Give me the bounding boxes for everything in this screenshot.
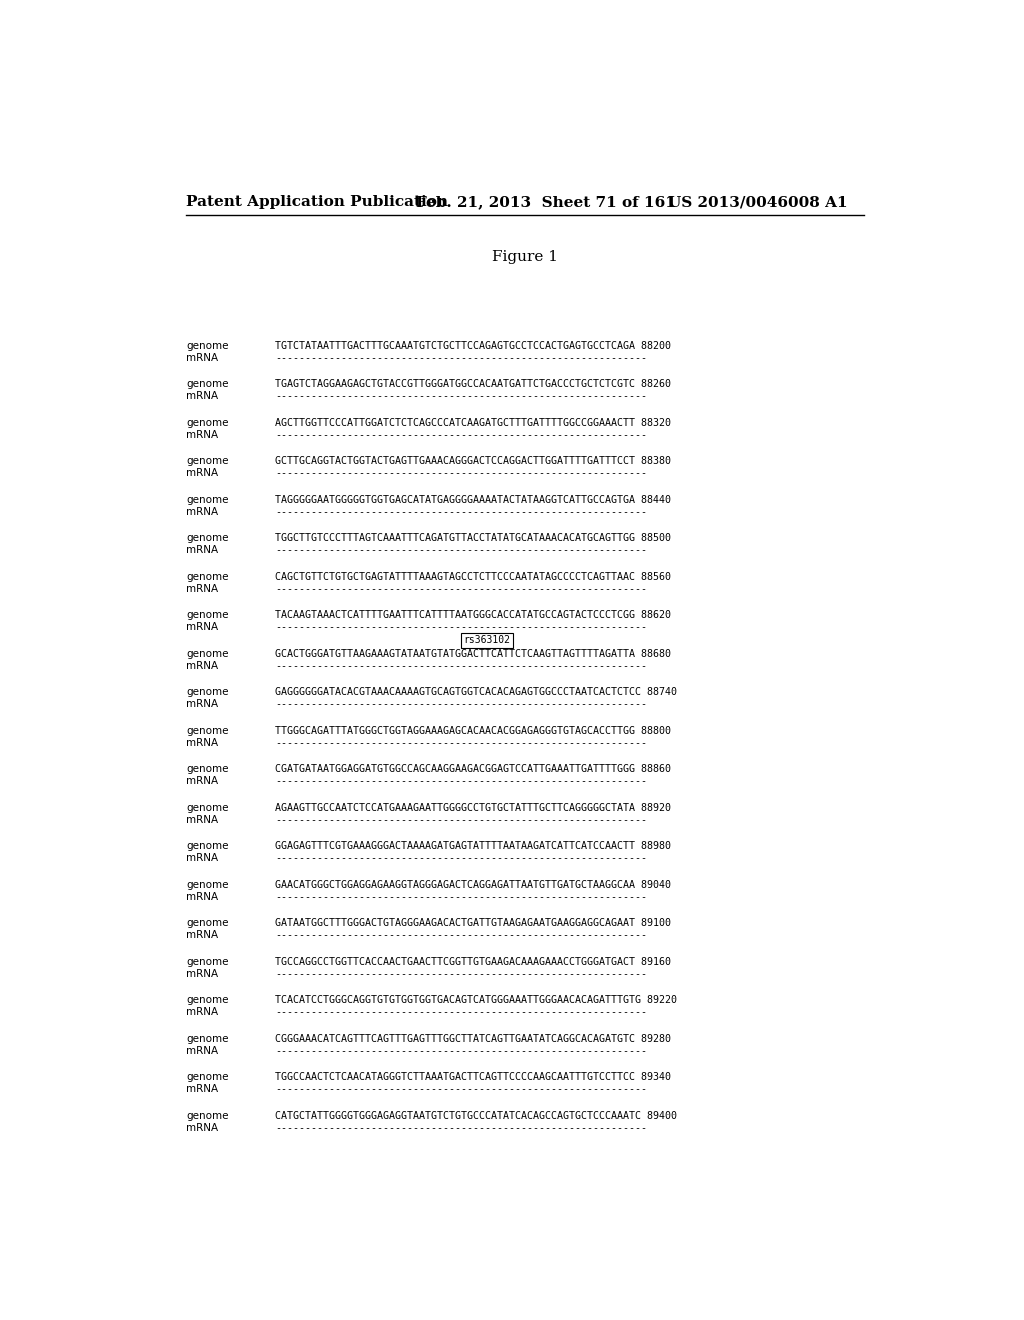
Text: TCACATCCTGGGCAGGTGTGTGGTGGTGACAGTCATGGGAAATTGGGAACACAGATTTGTG 89220: TCACATCCTGGGCAGGTGTGTGGTGGTGACAGTCATGGGA… <box>275 995 677 1005</box>
Text: mRNA: mRNA <box>186 391 218 401</box>
Text: genome: genome <box>186 1034 228 1044</box>
Text: CAGCTGTTCTGTGCTGAGTATTTTAAAGTAGCCTCTTCCCAATATAGCCCCTCAGTTAAC 88560: CAGCTGTTCTGTGCTGAGTATTTTAAAGTAGCCTCTTCCC… <box>275 572 672 582</box>
Text: TGTCTATAATTTGACTTTGCAAATGTCTGCTTCCAGAGTGCCTCCACTGAGTGCCTCAGA 88200: TGTCTATAATTTGACTTTGCAAATGTCTGCTTCCAGAGTG… <box>275 341 672 351</box>
Text: genome: genome <box>186 455 228 466</box>
Text: --------------------------------------------------------------: ----------------------------------------… <box>275 661 647 671</box>
Text: --------------------------------------------------------------: ----------------------------------------… <box>275 1123 647 1133</box>
Text: genome: genome <box>186 917 228 928</box>
Text: GATAATGGCTTTGGGACTGTAGGGAAGACACTGATTGTAAGAGAATGAAGGAGGCAGAAT 89100: GATAATGGCTTTGGGACTGTAGGGAAGACACTGATTGTAA… <box>275 917 672 928</box>
Text: --------------------------------------------------------------: ----------------------------------------… <box>275 776 647 787</box>
Text: mRNA: mRNA <box>186 1123 218 1133</box>
Text: genome: genome <box>186 1072 228 1082</box>
Text: TGGCTTGTCCCTTTAGTCAAATTTCAGATGTTACCTATATGCATAAACACATGCAGTTGG 88500: TGGCTTGTCCCTTTAGTCAAATTTCAGATGTTACCTATAT… <box>275 533 672 543</box>
Text: TGAGTCTAGGAAGAGCTGTACCGTTGGGATGGCCACAATGATTCTGACCCTGCTCTCGTC 88260: TGAGTCTAGGAAGAGCTGTACCGTTGGGATGGCCACAATG… <box>275 379 672 389</box>
Text: --------------------------------------------------------------: ----------------------------------------… <box>275 391 647 401</box>
Text: genome: genome <box>186 841 228 851</box>
Text: TACAAGTAAACTCATTTTGAATTTCATTTTAATGGGCACCATATGCCAGTACTCCCTCGG 88620: TACAAGTAAACTCATTTTGAATTTCATTTTAATGGGCACC… <box>275 610 672 620</box>
Text: mRNA: mRNA <box>186 1045 218 1056</box>
Text: --------------------------------------------------------------: ----------------------------------------… <box>275 969 647 979</box>
Text: --------------------------------------------------------------: ----------------------------------------… <box>275 738 647 748</box>
Text: --------------------------------------------------------------: ----------------------------------------… <box>275 1084 647 1094</box>
Text: GAACATGGGCTGGAGGAGAAGGTAGGGAGACTCAGGAGATTAATGTTGATGCTAAGGCAA 89040: GAACATGGGCTGGAGGAGAAGGTAGGGAGACTCAGGAGAT… <box>275 879 672 890</box>
Text: genome: genome <box>186 803 228 813</box>
Text: --------------------------------------------------------------: ----------------------------------------… <box>275 622 647 632</box>
Text: mRNA: mRNA <box>186 738 218 748</box>
Text: mRNA: mRNA <box>186 892 218 902</box>
Text: --------------------------------------------------------------: ----------------------------------------… <box>275 507 647 517</box>
Text: TAGGGGGAATGGGGGTGGTGAGCATATGAGGGGAAAATACTATAAGGTCATTGCCAGTGA 88440: TAGGGGGAATGGGGGTGGTGAGCATATGAGGGGAAAATAC… <box>275 495 672 504</box>
Text: genome: genome <box>186 1110 228 1121</box>
Text: mRNA: mRNA <box>186 583 218 594</box>
Text: genome: genome <box>186 686 228 697</box>
Text: mRNA: mRNA <box>186 931 218 940</box>
Text: genome: genome <box>186 764 228 774</box>
Text: genome: genome <box>186 495 228 504</box>
Text: mRNA: mRNA <box>186 1084 218 1094</box>
Text: --------------------------------------------------------------: ----------------------------------------… <box>275 1007 647 1018</box>
Text: CGGGAAACATCAGTTTCAGTTTGAGTTTGGCTTATCAGTTGAATATCAGGCACAGATGTC 89280: CGGGAAACATCAGTTTCAGTTTGAGTTTGGCTTATCAGTT… <box>275 1034 672 1044</box>
Text: --------------------------------------------------------------: ----------------------------------------… <box>275 352 647 363</box>
Text: Feb. 21, 2013  Sheet 71 of 161: Feb. 21, 2013 Sheet 71 of 161 <box>417 195 676 210</box>
Text: Patent Application Publication: Patent Application Publication <box>186 195 449 210</box>
Text: mRNA: mRNA <box>186 507 218 517</box>
Text: --------------------------------------------------------------: ----------------------------------------… <box>275 469 647 478</box>
Text: GCTTGCAGGTACTGGTACTGAGTTGAAACAGGGACTCCAGGACTTGGATTTTGATTTCCT 88380: GCTTGCAGGTACTGGTACTGAGTTGAAACAGGGACTCCAG… <box>275 455 672 466</box>
Text: mRNA: mRNA <box>186 700 218 709</box>
Text: mRNA: mRNA <box>186 622 218 632</box>
Text: --------------------------------------------------------------: ----------------------------------------… <box>275 814 647 825</box>
Text: genome: genome <box>186 610 228 620</box>
Text: --------------------------------------------------------------: ----------------------------------------… <box>275 700 647 709</box>
Text: GGAGAGTTTCGTGAAAGGGACTAAAAGATGAGTATTTTAATAAGATCATTCATCCAACTT 88980: GGAGAGTTTCGTGAAAGGGACTAAAAGATGAGTATTTTAA… <box>275 841 672 851</box>
Text: mRNA: mRNA <box>186 352 218 363</box>
Text: GCACTGGGATGTTAAGAAAGTATAATGTATGGACTTCATTCTCAAGTTAGTTTTAGATTA 88680: GCACTGGGATGTTAAGAAAGTATAATGTATGGACTTCATT… <box>275 648 672 659</box>
Text: TGCCAGGCCTGGTTCACCAACTGAACTTCGGTTGTGAAGACAAAGAAACCTGGGATGACT 89160: TGCCAGGCCTGGTTCACCAACTGAACTTCGGTTGTGAAGA… <box>275 957 672 966</box>
Text: genome: genome <box>186 995 228 1005</box>
Text: mRNA: mRNA <box>186 430 218 440</box>
Text: --------------------------------------------------------------: ----------------------------------------… <box>275 545 647 556</box>
Text: genome: genome <box>186 879 228 890</box>
Text: genome: genome <box>186 417 228 428</box>
Text: mRNA: mRNA <box>186 776 218 787</box>
Text: --------------------------------------------------------------: ----------------------------------------… <box>275 853 647 863</box>
Text: mRNA: mRNA <box>186 1007 218 1018</box>
Text: --------------------------------------------------------------: ----------------------------------------… <box>275 430 647 440</box>
Text: mRNA: mRNA <box>186 545 218 556</box>
Text: genome: genome <box>186 572 228 582</box>
Text: --------------------------------------------------------------: ----------------------------------------… <box>275 1045 647 1056</box>
Text: GAGGGGGGATACACGTAAACAAAAGTGCAGTGGTCACACAGAGTGGCCCTAATCACTCTCC 88740: GAGGGGGGATACACGTAAACAAAAGTGCAGTGGTCACACA… <box>275 686 677 697</box>
Text: genome: genome <box>186 533 228 543</box>
Text: mRNA: mRNA <box>186 853 218 863</box>
Text: --------------------------------------------------------------: ----------------------------------------… <box>275 892 647 902</box>
Text: mRNA: mRNA <box>186 969 218 979</box>
Text: mRNA: mRNA <box>186 814 218 825</box>
Text: --------------------------------------------------------------: ----------------------------------------… <box>275 583 647 594</box>
Text: genome: genome <box>186 648 228 659</box>
Text: AGAAGTTGCCAATCTCCATGAAAGAATTGGGGCCTGTGCTATTTGCTTCAGGGGGCTATA 88920: AGAAGTTGCCAATCTCCATGAAAGAATTGGGGCCTGTGCT… <box>275 803 672 813</box>
Text: CATGCTATTGGGGTGGGAGAGGTAATGTCTGTGCCCATATCACAGCCAGTGCTCCCAAATC 89400: CATGCTATTGGGGTGGGAGAGGTAATGTCTGTGCCCATAT… <box>275 1110 677 1121</box>
Text: CGATGATAATGGAGGATGTGGCCAGCAAGGAAGACGGAGTCCATTGAAATTGATTTTGGG 88860: CGATGATAATGGAGGATGTGGCCAGCAAGGAAGACGGAGT… <box>275 764 672 774</box>
Text: mRNA: mRNA <box>186 469 218 478</box>
Text: US 2013/0046008 A1: US 2013/0046008 A1 <box>669 195 848 210</box>
Text: rs363102: rs363102 <box>463 635 510 645</box>
Text: genome: genome <box>186 726 228 735</box>
Text: genome: genome <box>186 341 228 351</box>
Text: TGGCCAACTCTCAACATAGGGTCTTAAATGACTTCAGTTCCCCAAGCAATTTGTCCTTCC 89340: TGGCCAACTCTCAACATAGGGTCTTAAATGACTTCAGTTC… <box>275 1072 672 1082</box>
Text: genome: genome <box>186 379 228 389</box>
Text: mRNA: mRNA <box>186 661 218 671</box>
Text: TTGGGCAGATTTATGGGCTGGTAGGAAAGAGCACAACACGGAGAGGGTGTAGCACCTTGG 88800: TTGGGCAGATTTATGGGCTGGTAGGAAAGAGCACAACACG… <box>275 726 672 735</box>
Text: genome: genome <box>186 957 228 966</box>
Text: Figure 1: Figure 1 <box>492 249 558 264</box>
Text: --------------------------------------------------------------: ----------------------------------------… <box>275 931 647 940</box>
Text: AGCTTGGTTCCCATTGGATCTCTCAGCCCATCAAGATGCTTTGATTTTGGCCGGAAACTT 88320: AGCTTGGTTCCCATTGGATCTCTCAGCCCATCAAGATGCT… <box>275 417 672 428</box>
